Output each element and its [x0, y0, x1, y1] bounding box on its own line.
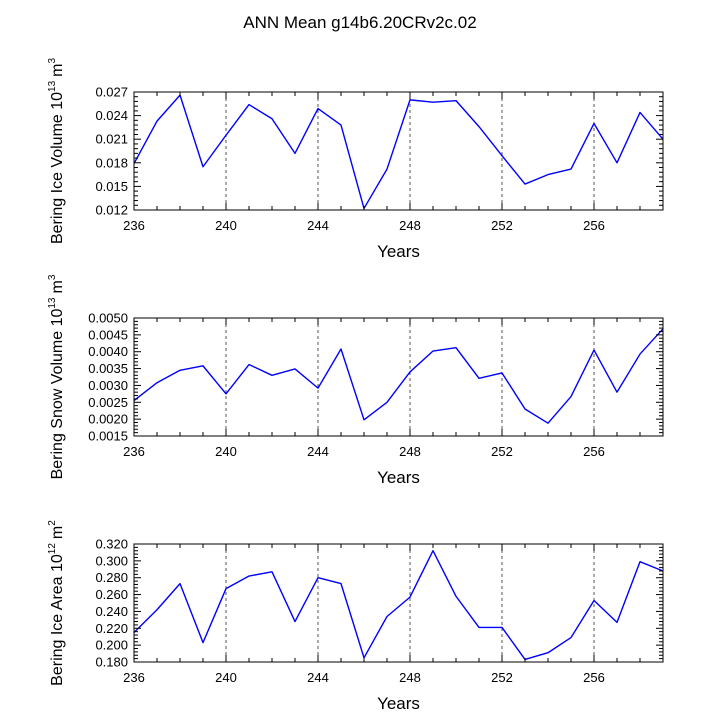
y-tick-label: 0.0040	[88, 344, 128, 359]
x-tick-label: 236	[123, 670, 145, 685]
y-tick-label: 0.021	[95, 132, 128, 147]
plot-frame	[133, 317, 664, 437]
y-axis-title-unit-exponent: 3	[47, 58, 58, 64]
data-series-line	[133, 550, 664, 661]
y-tick-label: 0.280	[95, 570, 128, 585]
y-axis-title: Bering Ice Area 1012 m2	[47, 520, 66, 686]
data-series-line	[133, 328, 664, 424]
y-tick-label: 0.018	[95, 155, 128, 170]
y-tick-label: 0.0025	[88, 395, 128, 410]
x-tick-label: 248	[399, 444, 421, 459]
y-tick-label: 0.0030	[88, 378, 128, 393]
x-tick-label: 236	[123, 444, 145, 459]
y-axis-title-unit: m	[49, 526, 66, 539]
y-tick-label: 0.0035	[88, 361, 128, 376]
panel-ice-volume: 236 240 244 248 252 256 0.012 0.015 0.018 0.021 0.…	[47, 58, 664, 261]
y-axis-title-unit: m	[49, 64, 66, 77]
data-series-line	[133, 94, 664, 210]
y-tick-label: 0.0050	[88, 311, 128, 326]
x-axis-title: Years	[377, 242, 420, 261]
plot-frame	[133, 91, 664, 211]
figure-title: ANN Mean g14b6.20CRv2c.02	[243, 13, 476, 32]
y-tick-label: 0.260	[95, 587, 128, 602]
x-axis-title: Years	[377, 694, 420, 713]
y-axis-title-unit-exponent: 2	[47, 520, 58, 526]
x-tick-label: 244	[307, 670, 329, 685]
y-tick-label: 0.320	[95, 537, 128, 552]
y-tick-label: 0.015	[95, 179, 128, 194]
y-tick-label: 0.220	[95, 621, 128, 636]
y-axis-title: Bering Ice Volume 1013 m3	[47, 58, 66, 245]
x-tick-label: 244	[307, 444, 329, 459]
x-tick-label: 252	[491, 444, 513, 459]
y-axis-title-text: Bering Snow Volume 10	[49, 309, 66, 480]
y-tick-label: 0.024	[95, 108, 128, 123]
x-tick-label: 236	[123, 218, 145, 233]
y-tick-label: 0.200	[95, 638, 128, 653]
y-axis-title: Bering Snow Volume 1013 m3	[47, 274, 66, 479]
y-axis-title-unit-exponent: 3	[47, 274, 58, 280]
x-tick-label: 240	[215, 218, 237, 233]
panel-snow-volume: 236 240 244 248 252 256 0.0015 0.0020 0.0025 0.00…	[47, 274, 664, 487]
y-tick-label: 0.240	[95, 604, 128, 619]
y-tick-label: 0.300	[95, 553, 128, 568]
y-tick-label: 0.0045	[88, 327, 128, 342]
x-tick-label: 252	[491, 218, 513, 233]
plot-frame	[133, 543, 664, 663]
x-tick-label: 240	[215, 670, 237, 685]
y-axis-title-unit: m	[49, 280, 66, 293]
y-axis-title-exponent: 12	[47, 543, 58, 555]
y-axis-title-exponent: 13	[47, 80, 58, 92]
y-axis-title-text: Bering Ice Volume 10	[49, 92, 66, 244]
x-tick-label: 252	[491, 670, 513, 685]
y-tick-label: 0.027	[95, 85, 128, 100]
x-tick-label: 248	[399, 218, 421, 233]
y-tick-label: 0.180	[95, 655, 128, 670]
y-tick-label: 0.012	[95, 203, 128, 218]
x-tick-label: 256	[583, 670, 605, 685]
y-tick-label: 0.0020	[88, 412, 128, 427]
x-tick-label: 240	[215, 444, 237, 459]
x-tick-label: 256	[583, 218, 605, 233]
x-tick-label: 244	[307, 218, 329, 233]
y-tick-label: 0.0015	[88, 429, 128, 444]
panel-ice-area: 236 240 244 248 252 256 0.180 0.200 0.220 0.240 0.…	[47, 520, 664, 713]
x-axis-title: Years	[377, 468, 420, 487]
y-axis-title-exponent: 13	[47, 297, 58, 309]
x-tick-label: 248	[399, 670, 421, 685]
x-tick-label: 256	[583, 444, 605, 459]
y-axis-title-text: Bering Ice Area 10	[49, 554, 66, 686]
